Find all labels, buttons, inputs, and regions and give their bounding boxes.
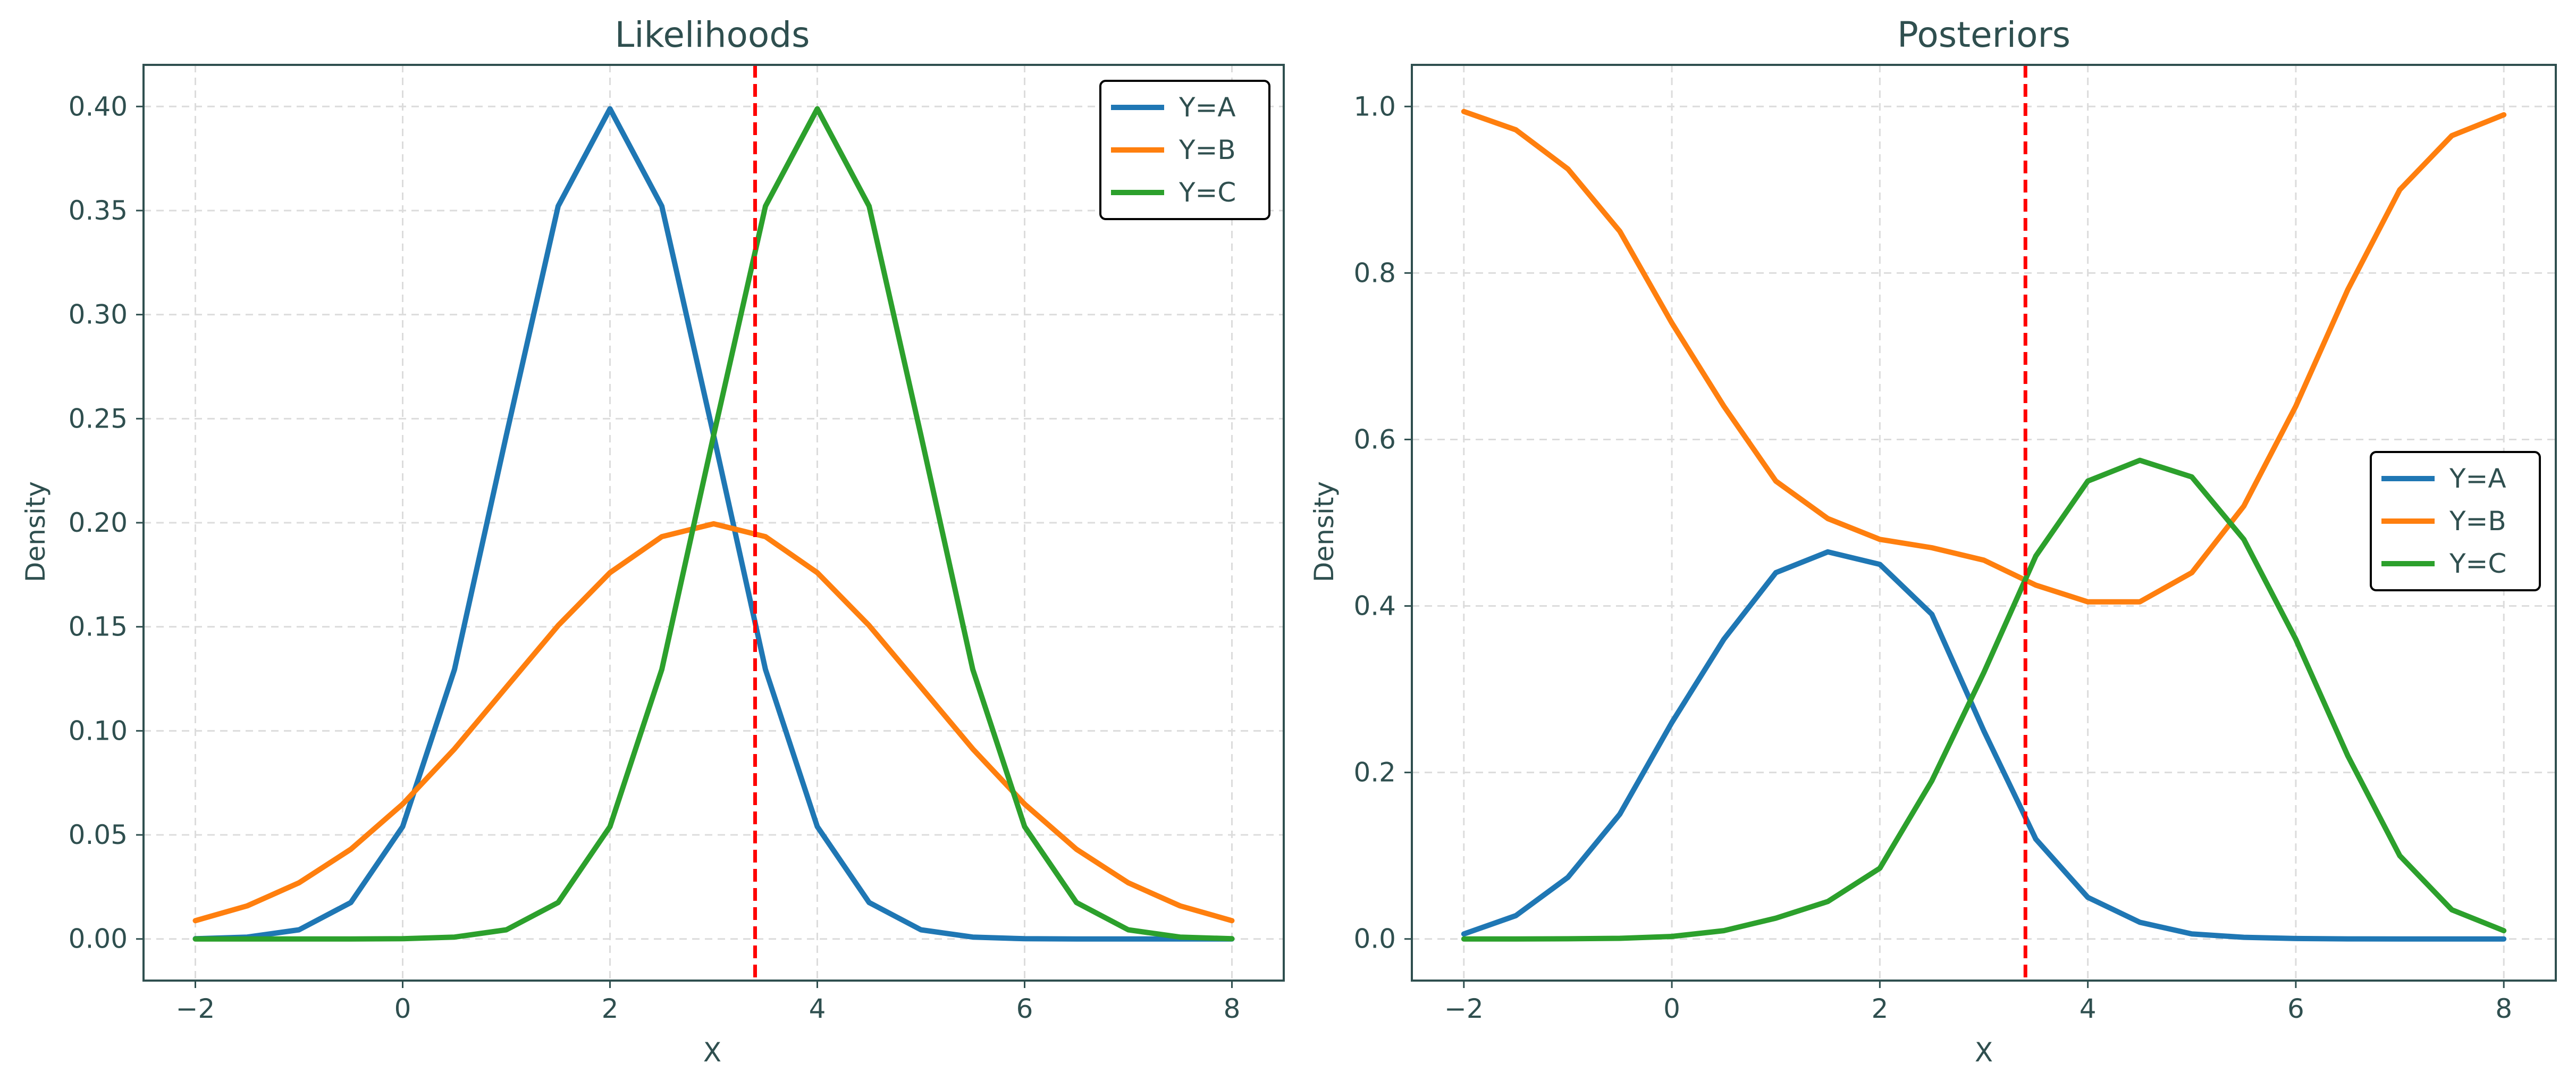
legend-label: Y=B xyxy=(1178,135,1236,165)
posteriors-xlabel: X xyxy=(1975,1037,1993,1068)
legend-label: Y=B xyxy=(2449,506,2506,537)
y-tick-label: 0.20 xyxy=(69,507,128,538)
posteriors-panel: Posteriors X Density −2 0 2 4 6 8 0.0 0.2 0.4 0.6… xyxy=(1309,14,2557,1068)
y-tick-label: 0.00 xyxy=(69,924,128,955)
y-tick-label: 0.10 xyxy=(69,715,128,746)
series-line-y-b xyxy=(1461,108,2507,605)
y-tick-label: 0.0 xyxy=(1353,924,1396,955)
likelihoods-ylabel: Density xyxy=(20,481,51,582)
legend-box xyxy=(2370,451,2541,591)
likelihoods-title: Likelihoods xyxy=(614,14,810,55)
x-tick-label: 2 xyxy=(602,993,619,1024)
legend-label: Y=C xyxy=(2449,548,2506,579)
x-tick-label: −2 xyxy=(176,993,215,1024)
axes-frame xyxy=(1411,64,2557,982)
legend-label: Y=A xyxy=(2449,463,2506,494)
x-tick-label: 2 xyxy=(1871,993,1888,1024)
likelihoods-xlabel: X xyxy=(703,1037,721,1068)
y-tick-label: 0.05 xyxy=(69,819,128,850)
series-line-y-c xyxy=(192,106,1235,942)
x-tick-label: −2 xyxy=(1444,993,1484,1024)
x-tick-label: 6 xyxy=(1016,993,1033,1024)
y-tick-label: 0.30 xyxy=(69,299,128,330)
y-tick-label: 1.0 xyxy=(1353,91,1396,122)
legend: Y=A Y=B Y=C xyxy=(2370,451,2541,591)
likelihoods-panel: Likelihoods X Density −2 0 2 4 6 8 0.00 0.05 0.1… xyxy=(20,14,1285,1068)
y-tick-label: 0.8 xyxy=(1353,257,1396,288)
series-line-y-c xyxy=(1461,457,2507,942)
x-tick-label: 4 xyxy=(2080,993,2097,1024)
posteriors-title: Posteriors xyxy=(1897,14,2070,55)
x-tick-label: 8 xyxy=(2495,993,2512,1024)
y-tick-label: 0.2 xyxy=(1353,757,1396,788)
series-line-y-b xyxy=(192,521,1235,924)
series-line-y-a xyxy=(1461,549,2507,942)
axes-frame xyxy=(142,64,1285,982)
legend: Y=A Y=B Y=C xyxy=(1099,80,1270,220)
posteriors-ylabel: Density xyxy=(1309,481,1340,582)
y-tick-label: 0.40 xyxy=(69,91,128,122)
x-tick-label: 6 xyxy=(2287,993,2304,1024)
y-tick-label: 0.35 xyxy=(69,195,128,226)
legend-label: Y=A xyxy=(1178,92,1236,123)
y-tick-label: 0.15 xyxy=(69,612,128,642)
y-tick-label: 0.4 xyxy=(1353,591,1396,622)
y-tick-label: 0.25 xyxy=(69,403,128,434)
legend-label: Y=C xyxy=(1178,177,1236,208)
x-tick-label: 0 xyxy=(394,993,411,1024)
x-tick-label: 8 xyxy=(1224,993,1241,1024)
x-tick-label: 4 xyxy=(809,993,826,1024)
x-tick-label: 0 xyxy=(1663,993,1680,1024)
y-tick-label: 0.6 xyxy=(1353,424,1396,455)
legend-box xyxy=(1099,80,1270,220)
